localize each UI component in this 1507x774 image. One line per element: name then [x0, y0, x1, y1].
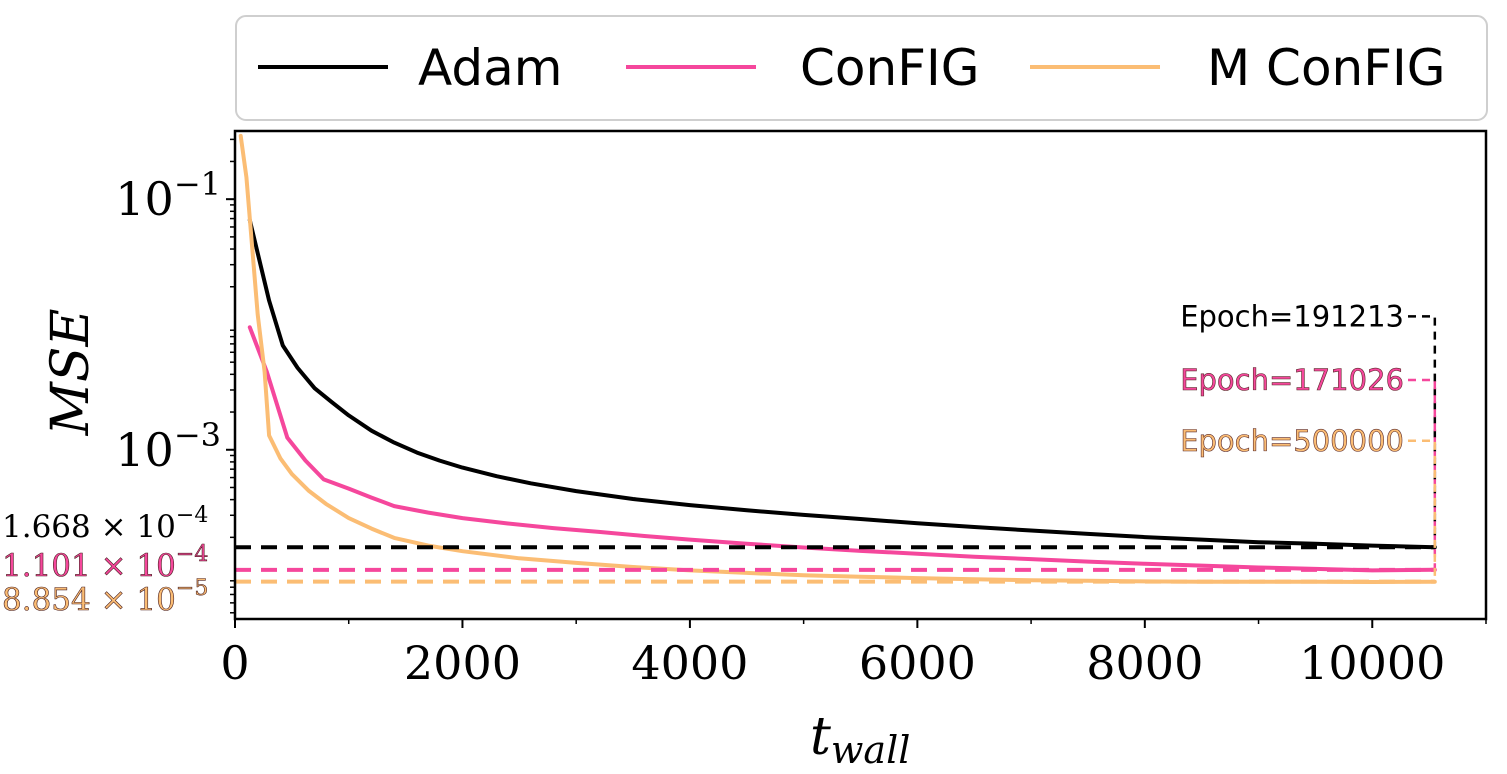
- y-axis: 10−1 10−3: [115, 138, 235, 614]
- plot-area: Epoch=191213 Epoch=171026 Epoch=500000: [233, 129, 1488, 621]
- series-line-adam: [247, 218, 1437, 550]
- epoch-label-3: Epoch=500000: [1180, 424, 1404, 458]
- x-tick-label: 8000: [1086, 636, 1203, 690]
- legend-item-config: ConFIG: [626, 39, 979, 97]
- epoch-connector-2: [1408, 378, 1437, 570]
- final-value-label-2: 1.101 × 10−4: [2, 542, 208, 584]
- epoch-connector-1: [1408, 315, 1437, 548]
- x-tick-label: 10000: [1299, 636, 1445, 690]
- legend-label: M ConFIG: [1207, 39, 1445, 97]
- epoch-label-2: Epoch=171026: [1180, 363, 1404, 397]
- x-axis: 0 2000 4000 6000 8000 10000: [220, 619, 1487, 690]
- final-value-annotations: 1.668 × 10−41.101 × 10−48.854 × 10−5: [2, 503, 209, 618]
- legend-label: ConFIG: [800, 39, 979, 97]
- x-tick-label: 6000: [859, 636, 976, 690]
- legend-frame: [235, 15, 1488, 121]
- epoch-label-1: Epoch=191213: [1180, 299, 1404, 333]
- legend-label: Adam: [418, 39, 562, 97]
- y-tick-label: 10−3: [115, 416, 221, 477]
- y-tick-label: 10−1: [115, 165, 221, 226]
- epoch-connector-3: [1408, 439, 1437, 582]
- x-axis-title: twall: [810, 707, 910, 772]
- series-line-m-config: [238, 133, 1437, 584]
- final-value-label-3: 8.854 × 10−5: [2, 576, 208, 618]
- x-tick-label: 4000: [631, 636, 748, 690]
- x-tick-label: 0: [220, 636, 249, 690]
- y-axis-title: MSE: [41, 309, 101, 437]
- legend: Adam ConFIG M ConFIG: [235, 15, 1488, 121]
- legend-item-adam: Adam: [258, 39, 562, 97]
- series-line-config: [247, 325, 1437, 573]
- legend-item-m-config: M ConFIG: [1030, 39, 1445, 97]
- final-value-label-1: 1.668 × 10−4: [2, 503, 208, 545]
- x-tick-label: 2000: [404, 636, 521, 690]
